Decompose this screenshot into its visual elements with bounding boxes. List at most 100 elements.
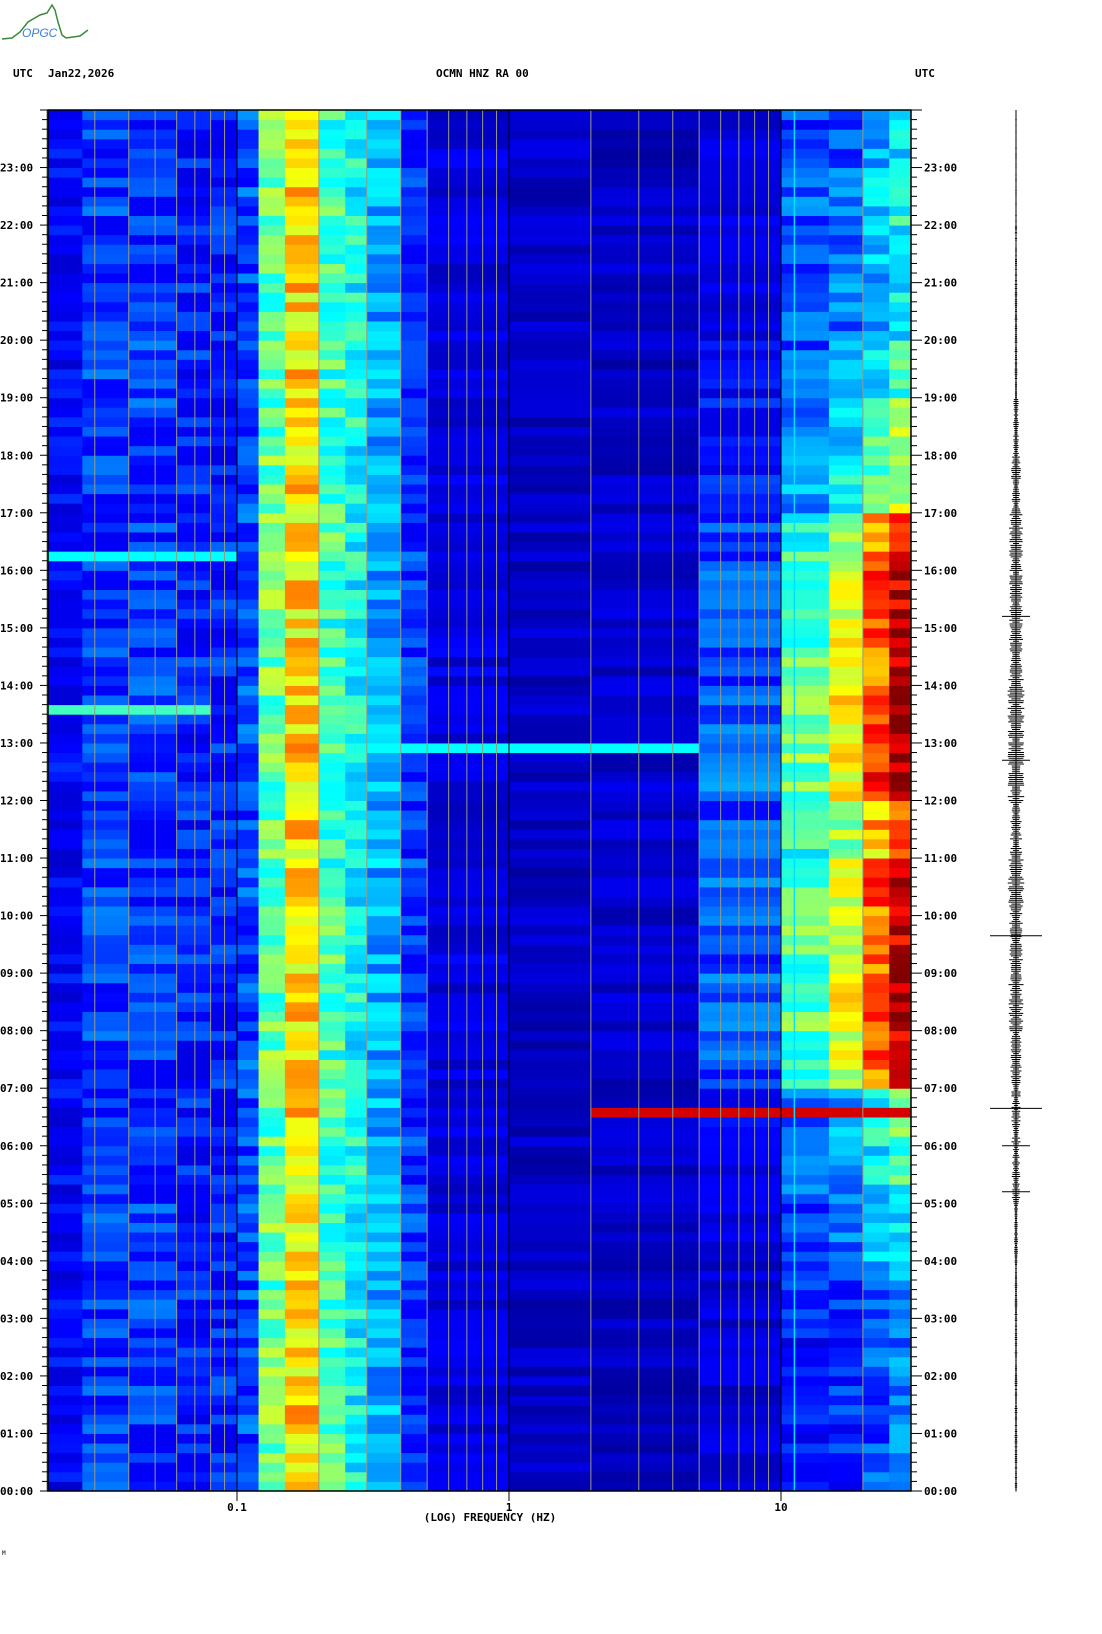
heatmap-cell bbox=[828, 1116, 864, 1128]
heatmap-cell bbox=[345, 599, 368, 610]
heatmap-cell bbox=[781, 1356, 830, 1367]
heatmap-cell bbox=[345, 963, 368, 974]
heatmap-cell bbox=[237, 675, 260, 686]
heatmap-cell bbox=[862, 675, 890, 686]
heatmap-cell bbox=[82, 1097, 130, 1108]
heatmap-cell bbox=[46, 1049, 83, 1060]
heatmap-cell bbox=[366, 551, 402, 562]
heatmap-cell bbox=[889, 1174, 912, 1185]
heatmap-cell bbox=[237, 368, 260, 380]
heatmap-cell bbox=[699, 503, 782, 514]
heatmap-cell bbox=[828, 1097, 864, 1108]
heatmap-cell bbox=[284, 349, 320, 360]
heatmap-cell bbox=[889, 1260, 912, 1271]
heatmap-cell bbox=[46, 1164, 83, 1176]
heatmap-cell bbox=[237, 973, 260, 984]
heatmap-cell bbox=[237, 215, 260, 226]
heatmap-cell bbox=[46, 1107, 83, 1118]
heatmap-cell bbox=[509, 1337, 592, 1348]
heatmap-cell bbox=[258, 570, 286, 581]
heatmap-cell bbox=[781, 1452, 830, 1463]
heatmap-cell bbox=[128, 1232, 178, 1243]
heatmap-cell bbox=[366, 1088, 402, 1099]
heatmap-cell bbox=[237, 1145, 260, 1156]
heatmap-cell bbox=[82, 1184, 130, 1195]
heatmap-cell bbox=[699, 215, 782, 226]
heatmap-cell bbox=[176, 1049, 212, 1060]
heatmap-cell bbox=[889, 819, 912, 830]
heatmap-cell bbox=[46, 1395, 83, 1406]
heatmap-cell bbox=[366, 282, 402, 293]
heatmap-cell bbox=[889, 445, 912, 456]
heatmap-cell bbox=[781, 1404, 830, 1415]
heatmap-cell bbox=[176, 1452, 212, 1463]
heatmap-cell bbox=[345, 196, 368, 207]
heatmap-cell bbox=[427, 349, 510, 360]
heatmap-cell bbox=[237, 1078, 260, 1089]
heatmap-cell bbox=[318, 1088, 346, 1099]
heatmap-cell bbox=[345, 905, 368, 917]
heatmap-cell bbox=[318, 522, 346, 533]
heatmap-cell bbox=[400, 656, 428, 667]
heatmap-cell bbox=[862, 1395, 890, 1406]
heatmap-cell bbox=[590, 925, 700, 936]
heatmap-cell bbox=[781, 397, 830, 408]
heatmap-cell bbox=[427, 273, 510, 284]
heatmap-cell bbox=[284, 800, 320, 811]
heatmap-cell bbox=[509, 781, 592, 792]
heatmap-cell bbox=[237, 838, 260, 849]
heatmap-cell bbox=[128, 1116, 178, 1128]
heatmap-cell bbox=[46, 695, 83, 706]
heatmap-cell bbox=[889, 416, 912, 427]
heatmap-cell bbox=[427, 1481, 510, 1492]
heatmap-cell bbox=[509, 1184, 592, 1195]
heatmap-cell bbox=[427, 1078, 510, 1089]
heatmap-cell bbox=[889, 531, 912, 543]
heatmap-cell bbox=[318, 1452, 346, 1463]
heatmap-cell bbox=[318, 1337, 346, 1348]
heatmap-cell bbox=[318, 273, 346, 284]
heatmap-cell bbox=[237, 157, 260, 169]
heatmap-cell bbox=[590, 742, 700, 754]
heatmap-cell bbox=[345, 896, 368, 907]
heatmap-cell bbox=[128, 1021, 178, 1032]
heatmap-cell bbox=[781, 1174, 830, 1185]
heatmap-cell bbox=[828, 963, 864, 974]
heatmap-cell bbox=[400, 685, 428, 696]
heatmap-cell bbox=[46, 551, 83, 562]
heatmap-cell bbox=[176, 1308, 212, 1319]
heatmap-cell bbox=[781, 1040, 830, 1051]
heatmap-cell bbox=[258, 608, 286, 619]
heatmap-cell bbox=[284, 1308, 320, 1319]
heatmap-cell bbox=[237, 742, 260, 754]
heatmap-cell bbox=[176, 1443, 212, 1454]
heatmap-cell bbox=[128, 579, 178, 591]
heatmap-cell bbox=[400, 1337, 428, 1348]
heatmap-cell bbox=[258, 973, 286, 984]
heatmap-cell bbox=[318, 445, 346, 456]
heatmap-cell bbox=[889, 301, 912, 312]
heatmap-cell bbox=[400, 464, 428, 475]
heatmap-cell bbox=[318, 1356, 346, 1367]
heatmap-cell bbox=[345, 810, 368, 821]
heatmap-cell bbox=[427, 253, 510, 264]
heatmap-cell bbox=[237, 1069, 260, 1080]
heatmap-cell bbox=[828, 790, 864, 801]
heatmap-cell bbox=[82, 1375, 130, 1387]
heatmap-cell bbox=[46, 752, 83, 763]
heatmap-cell bbox=[318, 301, 346, 312]
heatmap-cell bbox=[427, 560, 510, 571]
heatmap-cell bbox=[699, 1203, 782, 1214]
heatmap-cell bbox=[128, 1327, 178, 1339]
heatmap-cell bbox=[237, 397, 260, 408]
heatmap-cell bbox=[345, 493, 368, 504]
heatmap-cell bbox=[400, 905, 428, 917]
heatmap-cell bbox=[889, 340, 912, 351]
heatmap-cell bbox=[828, 138, 864, 149]
heatmap-cell bbox=[318, 234, 346, 245]
heatmap-cell bbox=[318, 714, 346, 725]
heatmap-cell bbox=[590, 877, 700, 888]
heatmap-cell bbox=[366, 599, 402, 610]
heatmap-cell bbox=[590, 675, 700, 686]
heatmap-cell bbox=[400, 982, 428, 993]
